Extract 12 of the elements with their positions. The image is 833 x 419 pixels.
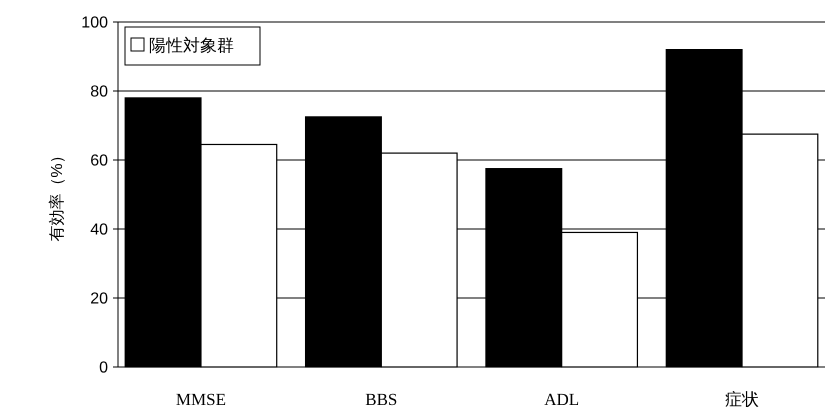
y-axis-title: 有効率（%） bbox=[48, 147, 66, 242]
y-tick-label: 0 bbox=[99, 360, 108, 377]
y-tick-label: 40 bbox=[90, 222, 108, 239]
x-tick-label: ADL bbox=[544, 390, 580, 409]
y-tick-label: 20 bbox=[90, 290, 108, 308]
x-tick-label: MMSE bbox=[176, 390, 226, 409]
y-tick-label: 60 bbox=[90, 152, 108, 170]
x-tick-label: 症状 bbox=[725, 390, 760, 409]
x-tick-label: BBS bbox=[365, 390, 398, 409]
y-tick-label: 100 bbox=[81, 14, 108, 32]
legend-label: 陽性対象群 bbox=[149, 36, 234, 55]
y-tick-label: 80 bbox=[90, 84, 108, 101]
